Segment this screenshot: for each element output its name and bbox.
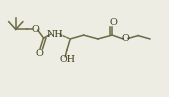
- Text: O: O: [122, 34, 129, 43]
- Text: NH: NH: [47, 30, 64, 39]
- Text: O: O: [31, 25, 39, 34]
- Text: O: O: [109, 18, 117, 27]
- Text: O: O: [35, 49, 43, 58]
- Text: OH: OH: [60, 55, 76, 65]
